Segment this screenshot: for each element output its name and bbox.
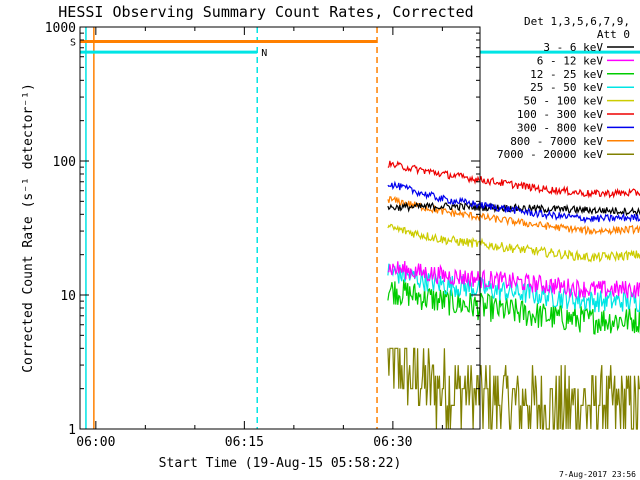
series-line (387, 347, 640, 430)
series-line (387, 223, 640, 263)
legend-header: Att 0 (597, 28, 630, 41)
legend-entry-label: 50 - 100 keV (524, 95, 604, 108)
legend-entry-label: 7000 - 20000 keV (497, 148, 603, 161)
series-line (387, 201, 640, 217)
legend-entry-label: 25 - 50 keV (530, 81, 603, 94)
series-line (387, 279, 640, 335)
series-line (387, 180, 640, 224)
series-line (387, 160, 640, 199)
state-flags: SN (70, 37, 640, 59)
legend-entry-label: 300 - 800 keV (517, 121, 603, 134)
x-tick-label: 06:15 (225, 435, 264, 450)
series-line (387, 195, 640, 236)
plot-timestamp: 7-Aug-2017 23:56 (559, 470, 636, 479)
chart-title: HESSI Observing Summary Count Rates, Cor… (58, 3, 473, 21)
series-lines (387, 160, 640, 430)
legend-entry-label: 12 - 25 keV (530, 68, 603, 81)
legend-entry-label: 100 - 300 keV (517, 108, 603, 121)
legend-entry-label: 6 - 12 keV (537, 54, 604, 67)
x-axis-label: Start Time (19-Aug-15 05:58:22) (159, 456, 402, 471)
flag-label: S (70, 37, 76, 48)
legend-entry-label: 3 - 6 keV (543, 41, 603, 54)
flag-label: N (261, 48, 267, 59)
y-tick-label: 100 (53, 155, 76, 170)
legend-header: Det 1,3,5,6,7,9, (524, 15, 630, 28)
y-tick-label: 10 (60, 289, 76, 304)
y-tick-label: 1000 (45, 21, 76, 36)
y-axis-label: Corrected Count Rate (s⁻¹ detector⁻¹) (21, 83, 36, 373)
x-tick-label: 06:30 (373, 435, 412, 450)
x-axis: 06:00 06:15 06:30 (76, 27, 443, 450)
vertical-markers (85, 27, 378, 429)
y-tick-label: 1 (68, 423, 76, 438)
x-tick-label: 06:00 (76, 435, 115, 450)
legend-entry-label: 800 - 7000 keV (510, 135, 603, 148)
series-line (387, 260, 640, 300)
y-axis: 1 10 100 1000 (45, 21, 480, 438)
plot-frame (79, 26, 481, 430)
series-line (387, 263, 640, 313)
